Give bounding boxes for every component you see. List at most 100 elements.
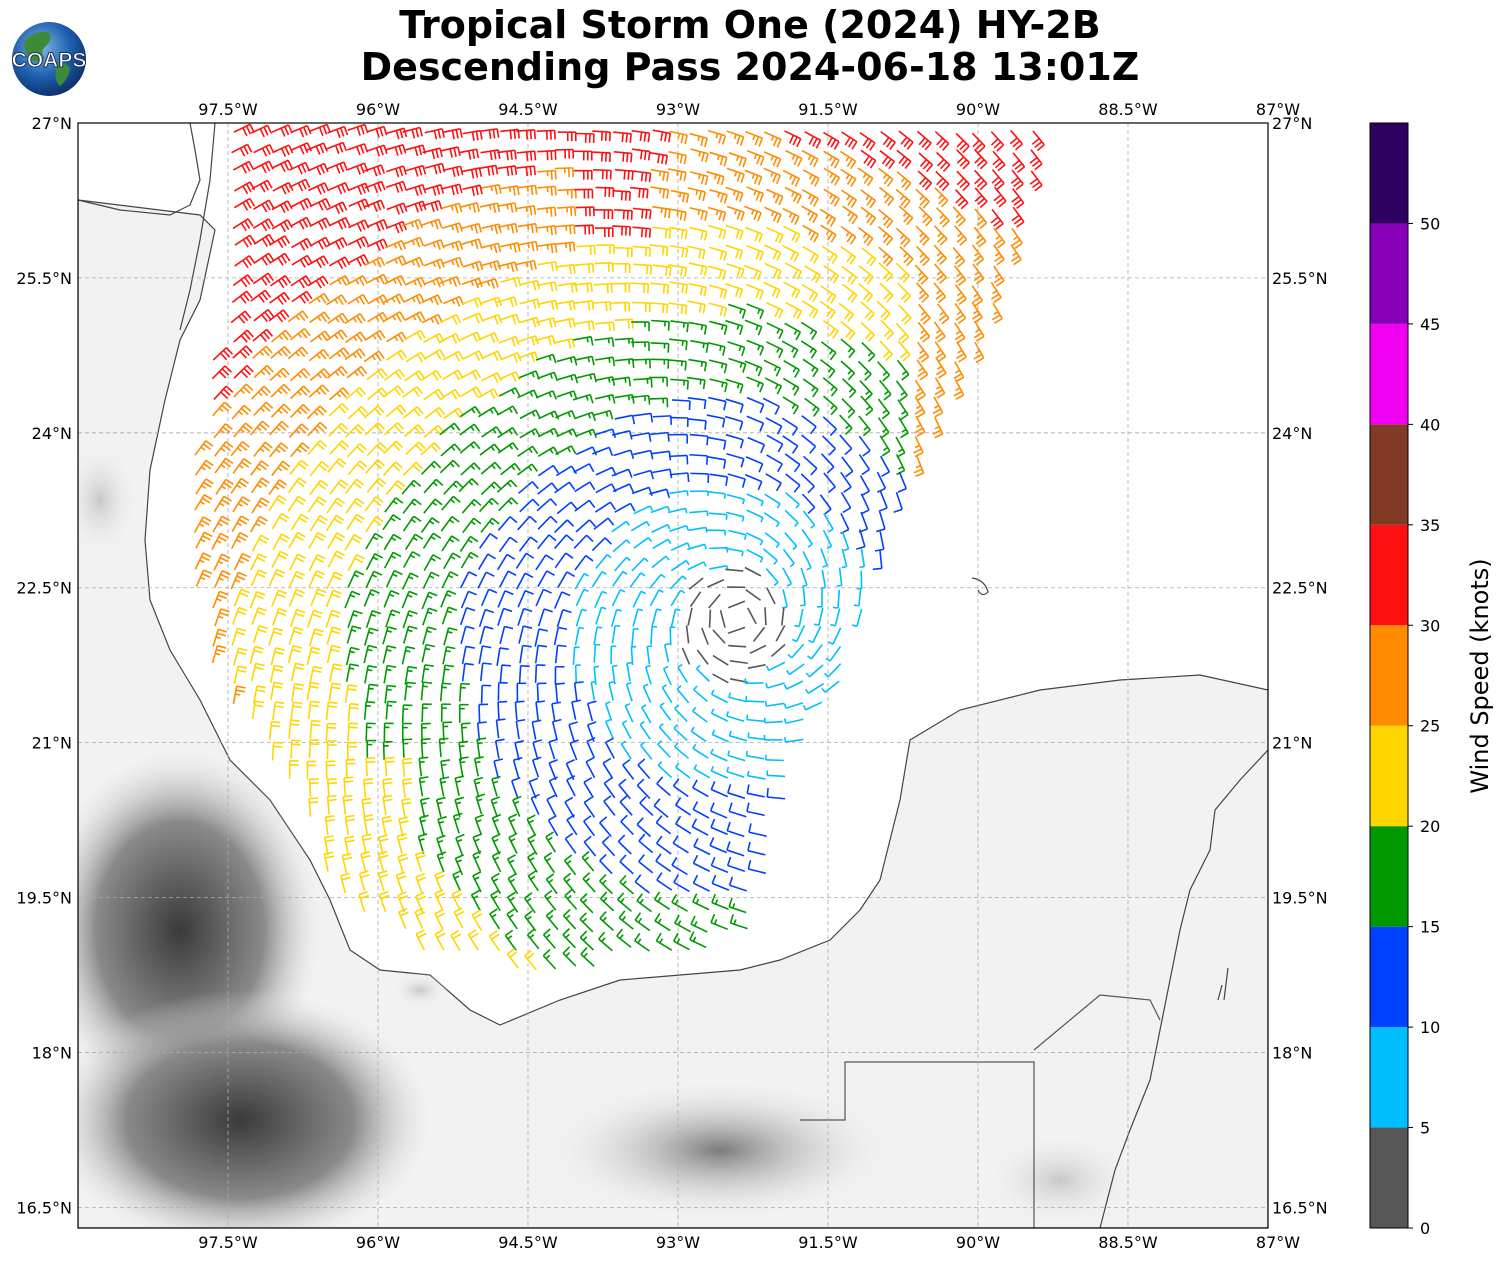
wind-barb	[608, 680, 615, 701]
terrain-texas	[78, 440, 140, 560]
wind-barb	[230, 310, 252, 324]
wind-barb	[397, 891, 409, 913]
wind-barb	[460, 386, 482, 398]
wind-barb	[213, 495, 232, 513]
wind-barb	[633, 377, 653, 388]
wind-barb	[306, 646, 321, 666]
wind-barb	[364, 164, 386, 177]
wind-barb	[554, 337, 576, 349]
wind-barb	[858, 435, 871, 457]
wind-barb	[877, 398, 890, 420]
wind-barb	[516, 165, 536, 177]
wind-barb	[365, 722, 376, 742]
wind-barb	[763, 151, 782, 168]
wind-barb	[763, 167, 781, 185]
wind-barb	[745, 130, 764, 147]
wind-barb	[781, 417, 799, 436]
wind-barb	[674, 704, 688, 723]
wind-barb	[620, 814, 634, 836]
wind-barb	[518, 481, 539, 494]
wind-barb	[402, 126, 423, 139]
wind-barb	[442, 721, 453, 741]
wind-barb	[746, 186, 765, 203]
wind-barb	[542, 928, 556, 949]
wind-barb	[687, 607, 693, 626]
wind-barb	[402, 738, 413, 758]
wind-barb	[564, 889, 578, 910]
wind-barb	[233, 647, 248, 666]
wind-barb	[329, 387, 350, 401]
wind-barb	[573, 335, 594, 346]
wind-barb	[268, 568, 286, 587]
wind-barb	[696, 649, 709, 665]
wind-barb	[650, 431, 670, 442]
wind-barb	[499, 625, 514, 645]
wind-barb	[860, 301, 875, 321]
wind-barb	[612, 189, 631, 201]
wind-barb	[289, 327, 311, 341]
wind-barb	[669, 281, 689, 294]
wind-barb	[782, 435, 799, 454]
wind-barb	[895, 262, 910, 283]
wind-barb	[594, 337, 615, 347]
wind-barb	[726, 167, 745, 184]
wind-barb	[841, 398, 856, 419]
wind-barb	[728, 802, 747, 818]
wind-barb	[800, 340, 817, 359]
wind-barb	[269, 252, 291, 266]
wind-barb	[329, 663, 343, 682]
wind-barb	[896, 171, 912, 191]
wind-barb	[915, 282, 930, 303]
wind-barb	[555, 300, 576, 311]
wind-barb	[630, 282, 650, 293]
wind-barb	[345, 497, 365, 514]
wind-barb	[650, 168, 670, 182]
wind-barb	[932, 396, 944, 418]
wind-barb	[693, 837, 711, 856]
wind-barb	[491, 833, 501, 855]
wind-barb	[935, 151, 951, 172]
wind-barb	[402, 515, 422, 532]
wind-barb	[493, 758, 504, 779]
wind-barb	[655, 932, 673, 951]
wind-barb	[423, 184, 445, 196]
wind-barb	[325, 514, 345, 532]
wind-barb	[309, 461, 330, 477]
wind-barb	[632, 226, 652, 238]
wind-barb	[823, 167, 841, 186]
wind-barb	[669, 626, 676, 646]
wind-barb	[824, 663, 842, 678]
wind-barb	[1011, 206, 1025, 228]
wind-barb	[544, 889, 557, 911]
wind-barb	[323, 851, 335, 872]
lon-label: 96°W	[356, 1233, 400, 1252]
wind-barb	[490, 889, 501, 912]
wind-barb	[766, 454, 783, 473]
wind-barb	[498, 536, 518, 553]
wind-barb	[766, 770, 786, 778]
wind-barb	[859, 475, 870, 497]
wind-barb	[669, 226, 688, 240]
wind-barb	[747, 664, 766, 669]
wind-barb	[633, 505, 654, 515]
wind-barb	[480, 588, 498, 607]
wind-barb	[993, 265, 1005, 287]
wind-barb	[669, 454, 689, 465]
wind-barb	[746, 376, 764, 393]
colorbar-bin	[1370, 223, 1408, 324]
wind-barb	[599, 816, 612, 838]
wind-barb	[288, 760, 299, 779]
wind-barb	[268, 494, 287, 512]
wind-barb	[744, 566, 762, 577]
wind-barb	[253, 364, 274, 379]
wind-barb	[860, 206, 877, 226]
wind-barb	[528, 777, 539, 799]
wind-barb	[290, 124, 312, 138]
wind-barb	[366, 477, 387, 493]
wind-barb	[784, 186, 802, 204]
wind-barb	[249, 645, 264, 665]
wind-barb	[459, 202, 480, 213]
wind-barb	[364, 256, 386, 268]
wind-barb	[534, 334, 556, 346]
wind-barb	[401, 797, 412, 819]
